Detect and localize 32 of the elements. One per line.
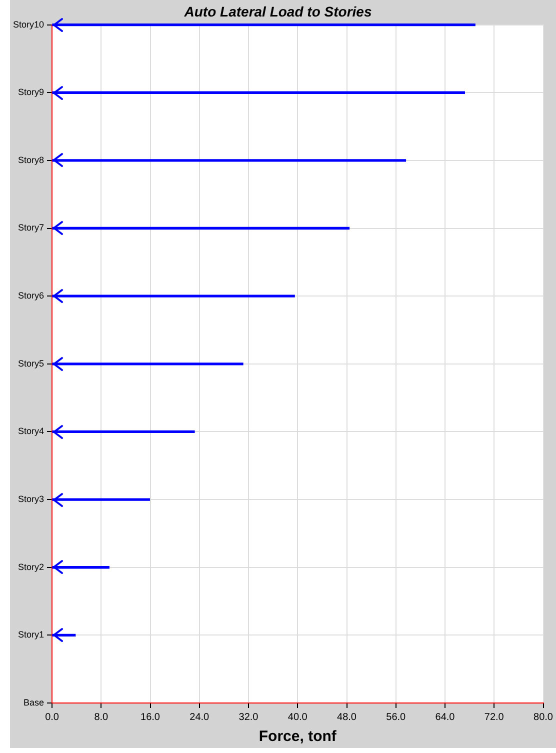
x-tick-label: 40.0 [288, 712, 308, 723]
y-tick-label: Story5 [18, 358, 44, 368]
bar [52, 226, 350, 230]
bar [52, 91, 465, 94]
x-tick-label: 8.0 [94, 712, 109, 723]
y-tick-label: Story7 [18, 222, 44, 233]
bar [52, 159, 406, 162]
y-tick-label: Story9 [18, 87, 44, 98]
y-tick-label: Story1 [18, 630, 44, 640]
bar [52, 23, 476, 26]
y-tick-label: Story3 [18, 494, 44, 504]
x-axis-title: Force, tonf [258, 728, 338, 746]
y-tick-label: Story2 [18, 562, 44, 572]
bar [52, 430, 195, 434]
x-tick-label: 80.0 [534, 712, 554, 723]
bar [52, 362, 244, 366]
x-tick-label: 0.0 [45, 712, 60, 723]
x-tick-label: 56.0 [386, 712, 406, 723]
y-tick-label: Base [24, 697, 44, 708]
y-tick-label: Story8 [18, 154, 44, 165]
x-tick-label: 48.0 [337, 712, 357, 723]
y-tick-label: Story6 [18, 290, 44, 301]
x-tick-label: 72.0 [484, 712, 504, 723]
chart-title: Auto Lateral Load to Stories [183, 3, 372, 20]
y-tick-label: Story4 [18, 426, 44, 436]
x-tick-label: 16.0 [140, 712, 160, 723]
bar [52, 294, 295, 298]
x-tick-label: 32.0 [238, 712, 259, 723]
x-tick-label: 24.0 [190, 712, 210, 723]
x-tick-label: 64.0 [435, 712, 456, 723]
y-tick-label: Story10 [12, 19, 44, 30]
bar [52, 498, 150, 501]
